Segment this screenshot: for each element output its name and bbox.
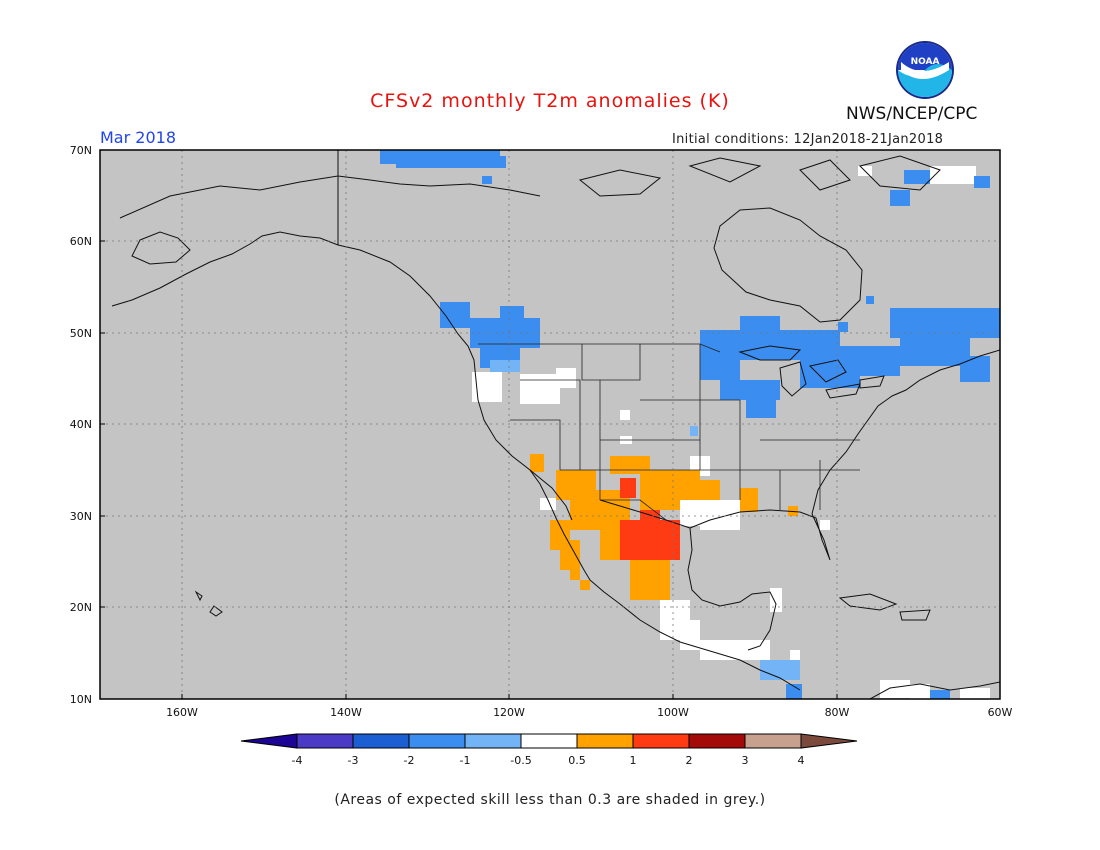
anomaly-cells: [380, 150, 1000, 699]
anomaly-cell: [490, 360, 520, 372]
lon-label-100w: 100W: [657, 706, 689, 719]
anomaly-cell: [690, 426, 698, 436]
lon-label-140w: 140W: [330, 706, 362, 719]
anomaly-cell: [746, 400, 776, 418]
anomaly-cell: [530, 454, 544, 472]
noaa-logo: NOAA: [896, 41, 954, 99]
anomaly-cell: [720, 380, 780, 400]
lat-label-60n: 60N: [69, 235, 92, 248]
anomaly-cell: [840, 346, 900, 376]
anomaly-cell: [880, 680, 910, 698]
anomaly-cell: [440, 302, 470, 328]
lon-label-80w: 80W: [824, 706, 850, 719]
colorbar-label: -3: [347, 754, 359, 767]
anomaly-cell: [740, 488, 758, 512]
anomaly-cell: [866, 296, 874, 304]
anomaly-cell: [556, 368, 576, 388]
anomaly-cell: [680, 620, 700, 650]
anomaly-cell: [570, 560, 580, 580]
colorbar-label: 0.5: [568, 754, 586, 767]
colorbar-label: 3: [741, 754, 749, 767]
anomaly-cell: [788, 506, 798, 516]
lon-label-160w: 160W: [166, 706, 198, 719]
lon-label-120w: 120W: [493, 706, 525, 719]
logo-text: NOAA: [911, 57, 940, 67]
anomaly-cell: [580, 580, 590, 590]
org-label: NWS/NCEP/CPC: [846, 104, 978, 124]
colorbar-label: -1: [459, 754, 471, 767]
anomaly-cell: [890, 190, 910, 206]
colorbar-label: -4: [291, 754, 303, 767]
lat-label-40n: 40N: [69, 418, 92, 431]
anomaly-cell: [930, 690, 950, 699]
lat-label-50n: 50N: [69, 327, 92, 340]
anomaly-cell: [974, 176, 990, 188]
anomaly-cell: [740, 316, 780, 360]
axis-ticks: [100, 149, 838, 699]
graticule: [100, 150, 1000, 699]
anomaly-cell: [396, 156, 506, 168]
anomaly-cell: [770, 588, 782, 612]
anomaly-cell: [700, 330, 740, 380]
anomaly-cell: [960, 356, 990, 382]
anomaly-cell: [890, 308, 1000, 338]
lat-label-30n: 30N: [69, 510, 92, 523]
anomaly-cell: [620, 478, 636, 498]
anomaly-cell: [786, 684, 802, 699]
colorbar-label: 2: [685, 754, 693, 767]
anomaly-cell: [660, 540, 680, 556]
colorbar-label: -0.5: [510, 754, 532, 767]
anomaly-cell: [500, 306, 524, 320]
initial-conditions: Initial conditions: 12Jan2018-21Jan2018: [672, 132, 944, 147]
lat-label-70n: 70N: [69, 144, 92, 157]
anomaly-cell: [900, 336, 970, 366]
anomaly-cell: [700, 500, 740, 530]
lat-label-20n: 20N: [69, 601, 92, 614]
anomaly-cell: [838, 322, 848, 332]
colorbar-label: 4: [797, 754, 805, 767]
anomaly-cell: [610, 456, 650, 474]
anomaly-cell: [540, 498, 556, 510]
political-borders: [478, 343, 860, 521]
anomaly-cell: [820, 520, 830, 530]
anomaly-cell: [930, 166, 976, 184]
anomaly-cell: [740, 640, 770, 660]
map-title: CFSv2 monthly T2m anomalies (K): [370, 90, 730, 112]
lat-label-10n: 10N: [69, 693, 92, 706]
colorbar-label: 1: [629, 754, 637, 767]
map-background: [100, 150, 1000, 699]
skill-footnote: (Areas of expected skill less than 0.3 a…: [334, 792, 766, 808]
anomaly-cell: [620, 410, 630, 420]
anomaly-cell: [910, 684, 930, 699]
anomaly-cell: [630, 560, 670, 600]
anomaly-cell: [482, 176, 492, 184]
anomaly-cell: [520, 374, 560, 404]
coastlines: [111, 150, 1000, 699]
anomaly-cell: [960, 688, 990, 699]
anomaly-cell: [700, 640, 740, 660]
forecast-period: Mar 2018: [100, 128, 176, 147]
anomaly-cell: [904, 170, 932, 184]
anomaly-cell: [760, 660, 800, 680]
colorbar-label: -2: [403, 754, 415, 767]
lon-label-60w: 60W: [987, 706, 1013, 719]
anomaly-cell: [780, 330, 840, 360]
